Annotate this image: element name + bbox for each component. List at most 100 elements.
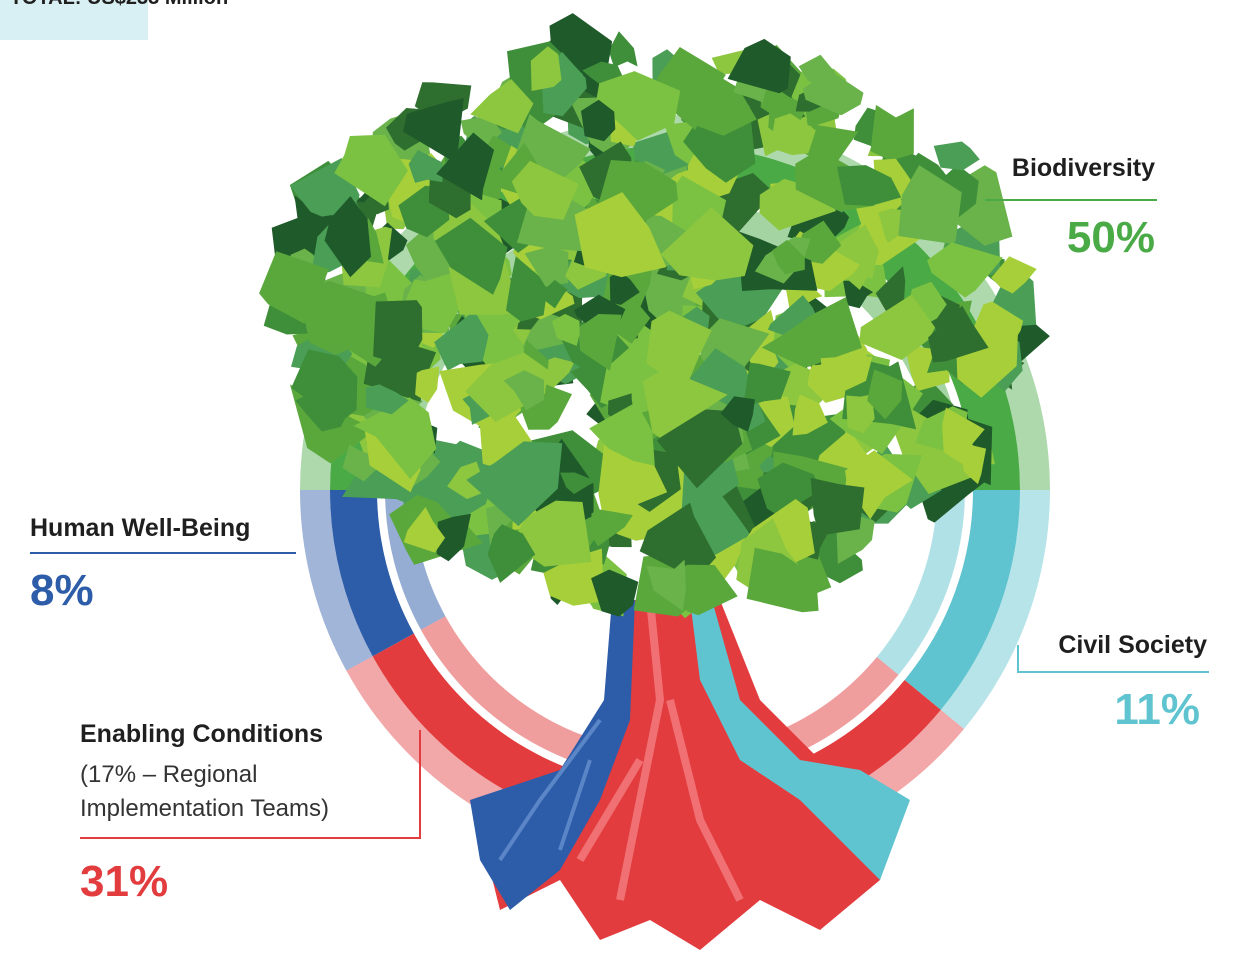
root-veins — [576, 599, 744, 902]
root-cyan — [690, 600, 910, 880]
leaf-cluster — [991, 256, 1037, 294]
leaf-cluster — [846, 394, 875, 434]
leaf-cluster — [843, 280, 874, 309]
leaf-cluster — [408, 150, 443, 183]
leaf-cluster — [365, 384, 409, 415]
annotation: Implementation Teams) — [80, 795, 329, 822]
leaf-cluster — [434, 217, 508, 295]
leaf-cluster — [342, 444, 380, 482]
leaf-cluster — [487, 524, 536, 583]
value-label: 11% — [1114, 685, 1200, 734]
leaf-cluster — [591, 569, 639, 617]
leaf-cluster — [591, 509, 633, 547]
leaf-cluster — [503, 370, 544, 411]
leaf-cluster — [470, 79, 534, 134]
labels: Biodiversity 50% Civil Society 11% Enabling … — [30, 154, 1209, 906]
leaf-cluster — [551, 313, 580, 346]
segment — [904, 490, 1020, 710]
leaf-cluster — [524, 246, 569, 287]
leaf-cluster — [560, 472, 597, 495]
leaf-cluster — [609, 270, 640, 305]
root-veins-blue — [498, 718, 602, 862]
leaf-cluster — [810, 477, 865, 536]
leaf-cluster — [942, 407, 985, 466]
leaf-cluster — [465, 352, 549, 422]
leaf-cluster — [298, 281, 384, 355]
leader-line — [1017, 645, 1209, 673]
leaf-cluster — [660, 207, 754, 281]
leaf-cluster — [639, 502, 717, 580]
leaf-cluster — [581, 99, 616, 142]
category-label: Biodiversity — [1012, 154, 1155, 182]
value-label: 50% — [1067, 213, 1155, 262]
leader-line — [80, 730, 421, 839]
segment-inner — [876, 490, 965, 675]
leaf-cluster — [761, 297, 862, 368]
tree-illustration — [259, 13, 1050, 950]
leaf-cluster — [511, 160, 579, 220]
leaf-cluster — [802, 70, 864, 116]
leaf-cluster — [746, 547, 819, 613]
leaf-cluster — [403, 98, 464, 162]
canopy — [259, 13, 1050, 619]
leaf-cluster — [530, 46, 562, 91]
leaf-cluster — [837, 165, 902, 206]
leaf-cluster — [541, 357, 575, 392]
leaf-cluster — [859, 294, 936, 360]
leaf-cluster — [875, 266, 906, 311]
leaf-cluster — [415, 366, 440, 403]
leaf-cluster — [757, 462, 821, 517]
leaf-cluster — [578, 314, 622, 371]
leaf-cluster — [434, 310, 489, 371]
leaf-cluster — [646, 310, 712, 390]
category-label: Human Well-Being — [30, 514, 250, 542]
leaf-cluster — [770, 113, 816, 156]
root-blue — [470, 600, 635, 910]
leaf-cluster — [589, 402, 655, 466]
category-label: Civil Society — [1058, 631, 1207, 659]
segment — [330, 490, 414, 657]
leaf-cluster — [574, 192, 667, 278]
annotation: (17% – Regional — [80, 761, 257, 788]
leaf-cluster — [353, 397, 437, 480]
leaf-cluster — [466, 441, 563, 527]
segment-outer — [300, 490, 373, 671]
leaf-cluster — [681, 564, 738, 616]
leaf-cluster — [898, 165, 962, 244]
category-label: Enabling Conditions — [80, 720, 323, 748]
segment-outer — [940, 490, 1050, 730]
leaf-cluster — [792, 394, 828, 436]
leaf-cluster — [324, 196, 371, 278]
leaf-cluster — [832, 224, 879, 280]
leaf-cluster — [870, 104, 914, 161]
leaf-cluster — [970, 301, 1024, 351]
leaf-cluster — [820, 356, 873, 393]
leaf-cluster — [596, 71, 681, 141]
leaf-cluster — [373, 300, 423, 368]
leaf-cluster — [799, 220, 842, 264]
value-label: 8% — [30, 566, 94, 615]
leaf-cluster — [928, 305, 989, 363]
leaf-cluster — [543, 548, 604, 606]
leaf-cluster — [867, 369, 903, 420]
title-box — [0, 0, 148, 40]
value-label: 31% — [80, 857, 168, 906]
leaf-cluster — [642, 368, 728, 438]
leaf-cluster — [720, 396, 755, 432]
leaf-cluster — [403, 507, 446, 553]
leaf-cluster — [291, 349, 358, 423]
leaf-cluster — [727, 38, 791, 94]
leaf-cluster — [436, 513, 471, 562]
leaf-cluster — [334, 134, 408, 207]
leaf-cluster — [656, 409, 743, 489]
leaf-cluster — [927, 242, 1003, 298]
leaf-cluster — [506, 256, 548, 322]
leaf-cluster — [436, 132, 495, 201]
leaf-cluster — [542, 279, 568, 309]
leaf-cluster — [772, 239, 805, 275]
leaf-cluster — [608, 31, 638, 68]
leaf-cluster — [646, 559, 686, 612]
chart-title: TOTAL: US$233 Million — [10, 0, 228, 9]
leaf-cluster — [742, 362, 791, 408]
